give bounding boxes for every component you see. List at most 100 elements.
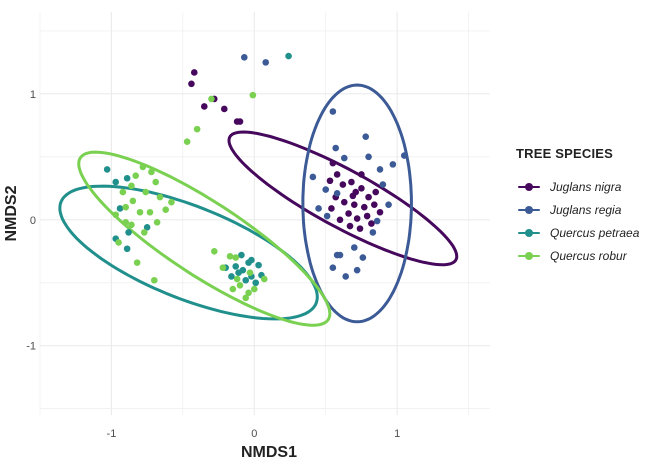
point-juglans-nigra: [363, 212, 371, 220]
point-quercus-robur: [139, 163, 147, 171]
data-points: [103, 52, 408, 302]
legend-item-juglans-regia: Juglans regia: [516, 198, 639, 221]
point-juglans-nigra: [336, 216, 344, 224]
point-juglans-nigra: [333, 171, 341, 178]
point-juglans-nigra: [190, 69, 198, 76]
point-quercus-robur: [122, 203, 130, 211]
grid-lines: [39, 12, 490, 415]
point-quercus-petraea: [228, 273, 235, 280]
point-quercus-petraea: [285, 52, 292, 60]
point-quercus-robur: [133, 259, 141, 266]
point-juglans-nigra: [350, 201, 358, 208]
point-quercus-robur: [183, 138, 191, 146]
y-tick-label: 0: [30, 215, 36, 227]
ellipse-quercus-robur: [77, 150, 332, 327]
point-quercus-robur: [129, 197, 137, 205]
point-juglans-regia: [323, 212, 331, 220]
x-tick-label: -1: [107, 428, 117, 440]
point-juglans-nigra: [356, 225, 364, 232]
point-juglans-regia: [315, 205, 322, 212]
legend-key-icon: [516, 250, 542, 262]
point-quercus-robur: [136, 208, 144, 216]
ellipse-juglans-regia: [301, 83, 413, 324]
point-juglans-regia: [329, 264, 337, 271]
point-juglans-regia: [340, 154, 348, 162]
point-juglans-regia: [359, 254, 367, 261]
point-quercus-petraea: [238, 251, 245, 259]
point-juglans-regia: [350, 244, 358, 251]
point-quercus-robur: [246, 269, 254, 276]
confidence-ellipses: [58, 83, 459, 327]
x-axis-title: NMDS1: [241, 444, 297, 461]
point-quercus-robur: [250, 285, 258, 293]
point-juglans-regia: [333, 190, 341, 197]
point-juglans-regia: [329, 108, 337, 115]
point-juglans-regia: [365, 153, 372, 161]
point-quercus-robur: [193, 125, 201, 133]
point-juglans-regia: [309, 173, 317, 181]
point-quercus-petraea: [123, 245, 131, 253]
point-juglans-nigra: [326, 177, 334, 185]
point-quercus-robur: [112, 211, 120, 219]
point-quercus-robur: [115, 239, 122, 246]
point-juglans-nigra: [200, 103, 208, 110]
legend-key-icon: [516, 227, 542, 239]
point-quercus-robur: [150, 276, 158, 284]
point-juglans-nigra: [340, 198, 348, 206]
point-quercus-petraea: [252, 279, 260, 287]
point-juglans-regia: [385, 201, 392, 208]
point-quercus-robur: [219, 264, 227, 271]
point-quercus-robur: [236, 281, 244, 289]
ellipse-juglans-nigra: [227, 130, 459, 267]
point-quercus-petraea: [248, 256, 255, 264]
point-quercus-robur: [128, 221, 135, 229]
point-quercus-robur: [146, 208, 154, 216]
point-juglans-nigra: [345, 210, 352, 217]
legend: TREE SPECIES Juglans nigra Juglans regia Q…: [516, 146, 639, 267]
point-juglans-nigra: [328, 205, 335, 212]
point-quercus-robur: [162, 206, 170, 214]
point-quercus-robur: [242, 294, 250, 302]
point-juglans-nigra: [376, 208, 384, 216]
point-juglans-regia: [369, 229, 377, 236]
y-axis-title: NMDS2: [3, 185, 20, 241]
ellipse-quercus-petraea: [58, 184, 319, 321]
legend-item-juglans-nigra: Juglans nigra: [516, 175, 639, 198]
legend-label: Quercus robur: [550, 248, 627, 263]
y-tick-label: -1: [26, 341, 36, 353]
legend-label: Quercus petraea: [550, 225, 640, 240]
point-juglans-regia: [342, 273, 350, 280]
point-quercus-petraea: [242, 276, 250, 284]
point-quercus-robur: [128, 182, 135, 190]
point-quercus-petraea: [125, 229, 132, 236]
point-quercus-robur: [233, 275, 241, 283]
point-juglans-nigra: [339, 181, 347, 188]
point-juglans-nigra: [329, 159, 337, 167]
point-quercus-robur: [245, 289, 252, 297]
point-juglans-regia: [389, 161, 397, 168]
point-quercus-petraea: [103, 166, 111, 173]
point-quercus-robur: [156, 193, 164, 201]
legend-label: Juglans nigra: [550, 179, 622, 194]
point-quercus-robur: [210, 247, 218, 255]
point-juglans-regia: [333, 251, 341, 259]
point-juglans-nigra: [365, 193, 372, 201]
point-juglans-regia: [240, 54, 248, 61]
legend-item-quercus-robur: Quercus robur: [516, 244, 639, 267]
point-quercus-petraea: [255, 261, 262, 269]
point-juglans-nigra: [236, 118, 244, 125]
point-quercus-robur: [122, 219, 130, 226]
point-quercus-robur: [226, 253, 234, 260]
point-quercus-robur: [249, 91, 257, 99]
point-juglans-nigra: [358, 185, 365, 192]
point-juglans-regia: [379, 181, 387, 188]
point-quercus-petraea: [232, 263, 240, 270]
y-tick-label: 1: [30, 89, 36, 101]
point-quercus-robur: [232, 254, 240, 261]
point-juglans-regia: [332, 144, 340, 152]
point-juglans-nigra: [368, 220, 375, 227]
point-quercus-petraea: [112, 178, 120, 186]
point-juglans-nigra: [372, 188, 380, 196]
point-quercus-robur: [119, 188, 127, 196]
point-juglans-nigra: [188, 80, 195, 88]
